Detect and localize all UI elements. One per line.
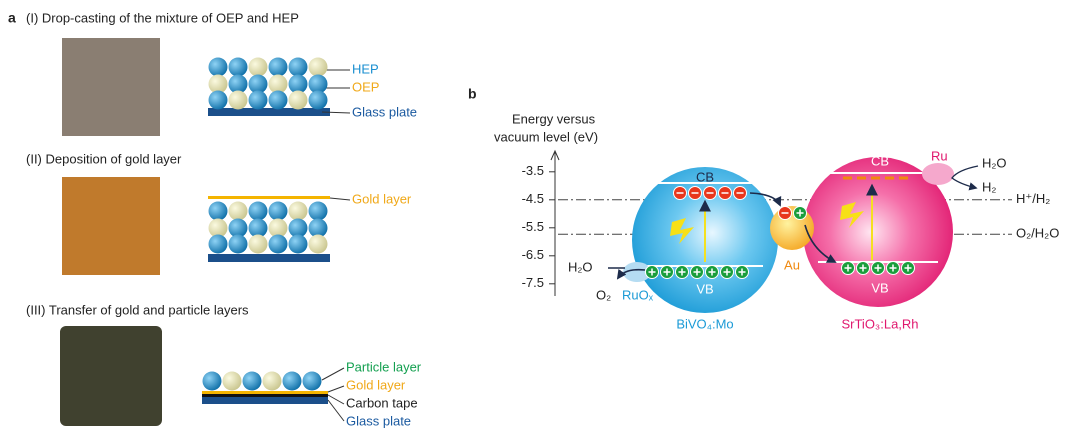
particle — [203, 372, 222, 391]
layer-label: Gold layer — [346, 377, 406, 392]
particle — [289, 91, 308, 110]
particle — [229, 58, 248, 77]
carbon-tape — [202, 394, 328, 397]
particle — [249, 58, 268, 77]
particle — [269, 58, 288, 77]
particle — [223, 372, 242, 391]
band-label: CB — [871, 153, 889, 168]
particle — [283, 372, 302, 391]
particle — [263, 372, 282, 391]
leader — [328, 386, 344, 392]
ru-label: Ru — [931, 148, 948, 163]
photo — [62, 177, 160, 275]
particle — [229, 235, 248, 254]
particle — [303, 372, 322, 391]
photo — [60, 326, 162, 426]
redox-label: O₂/H₂O — [1016, 226, 1059, 241]
species-label: H₂O — [568, 259, 593, 274]
y-tick-label: -4.5 — [522, 191, 544, 206]
particle — [309, 202, 328, 221]
particle — [289, 235, 308, 254]
gold-layer — [202, 391, 328, 394]
au-particle — [770, 206, 814, 250]
axis-title: Energy versus — [512, 111, 596, 126]
material-label: BiVO₄:Mo — [676, 316, 733, 331]
band-label: VB — [696, 281, 713, 296]
particle — [249, 91, 268, 110]
layer-label: Glass plate — [352, 104, 417, 119]
glass-plate — [208, 108, 330, 116]
page: {"panel_a": {"label": "a", "steps": [ {"… — [0, 0, 1075, 431]
redox-label: H⁺/H₂ — [1016, 191, 1050, 206]
particle — [229, 202, 248, 221]
particle — [229, 91, 248, 110]
layer-label: OEP — [352, 79, 379, 94]
panel-label: a — [8, 10, 16, 26]
y-tick-label: -7.5 — [522, 275, 544, 290]
schematic — [202, 58, 350, 422]
photo — [62, 38, 160, 136]
au-label: Au — [784, 257, 800, 272]
band-label: CB — [696, 169, 714, 184]
particle — [249, 202, 268, 221]
layer-label: Glass plate — [346, 413, 411, 428]
y-tick-label: -6.5 — [522, 247, 544, 262]
y-tick-label: -5.5 — [522, 219, 544, 234]
particle — [249, 235, 268, 254]
band-label: VB — [871, 280, 888, 295]
gold-layer — [208, 196, 330, 199]
species-label: H₂ — [982, 179, 996, 194]
material-label: SrTiO₃:La,Rh — [841, 316, 918, 331]
layer-label: HEP — [352, 61, 379, 76]
layer-label: Carbon tape — [346, 395, 418, 410]
figure: a (I) Drop-casting of the mixture of OEP… — [0, 0, 1075, 431]
particle — [209, 202, 228, 221]
particle — [209, 58, 228, 77]
particle — [289, 58, 308, 77]
layer-label: Particle layer — [346, 359, 422, 374]
reaction-arrow — [952, 166, 978, 188]
particle — [309, 91, 328, 110]
ru-cocatalyst — [922, 163, 954, 185]
particle — [209, 235, 228, 254]
y-tick-label: -3.5 — [522, 163, 544, 178]
particle — [289, 202, 308, 221]
particle — [309, 235, 328, 254]
step-title: (I) Drop-casting of the mixture of OEP a… — [26, 10, 299, 25]
band-edge — [818, 172, 938, 174]
particle — [269, 202, 288, 221]
glass-plate — [202, 397, 328, 404]
species-label: O₂ — [596, 287, 611, 302]
species-label: H₂O — [982, 155, 1007, 170]
particle — [309, 58, 328, 77]
particle — [269, 91, 288, 110]
step-title: (II) Deposition of gold layer — [26, 151, 182, 166]
particle — [269, 235, 288, 254]
step-title: (III) Transfer of gold and particle laye… — [26, 302, 249, 317]
particle — [209, 91, 228, 110]
axis-title: vacuum level (eV) — [494, 129, 598, 144]
ruox-label: RuOₓ — [622, 287, 654, 302]
leader — [322, 368, 344, 380]
layer-label: Gold layer — [352, 191, 412, 206]
leader — [330, 198, 350, 200]
glass-plate — [208, 254, 330, 262]
particle — [243, 372, 262, 391]
panel-label: b — [468, 86, 477, 102]
